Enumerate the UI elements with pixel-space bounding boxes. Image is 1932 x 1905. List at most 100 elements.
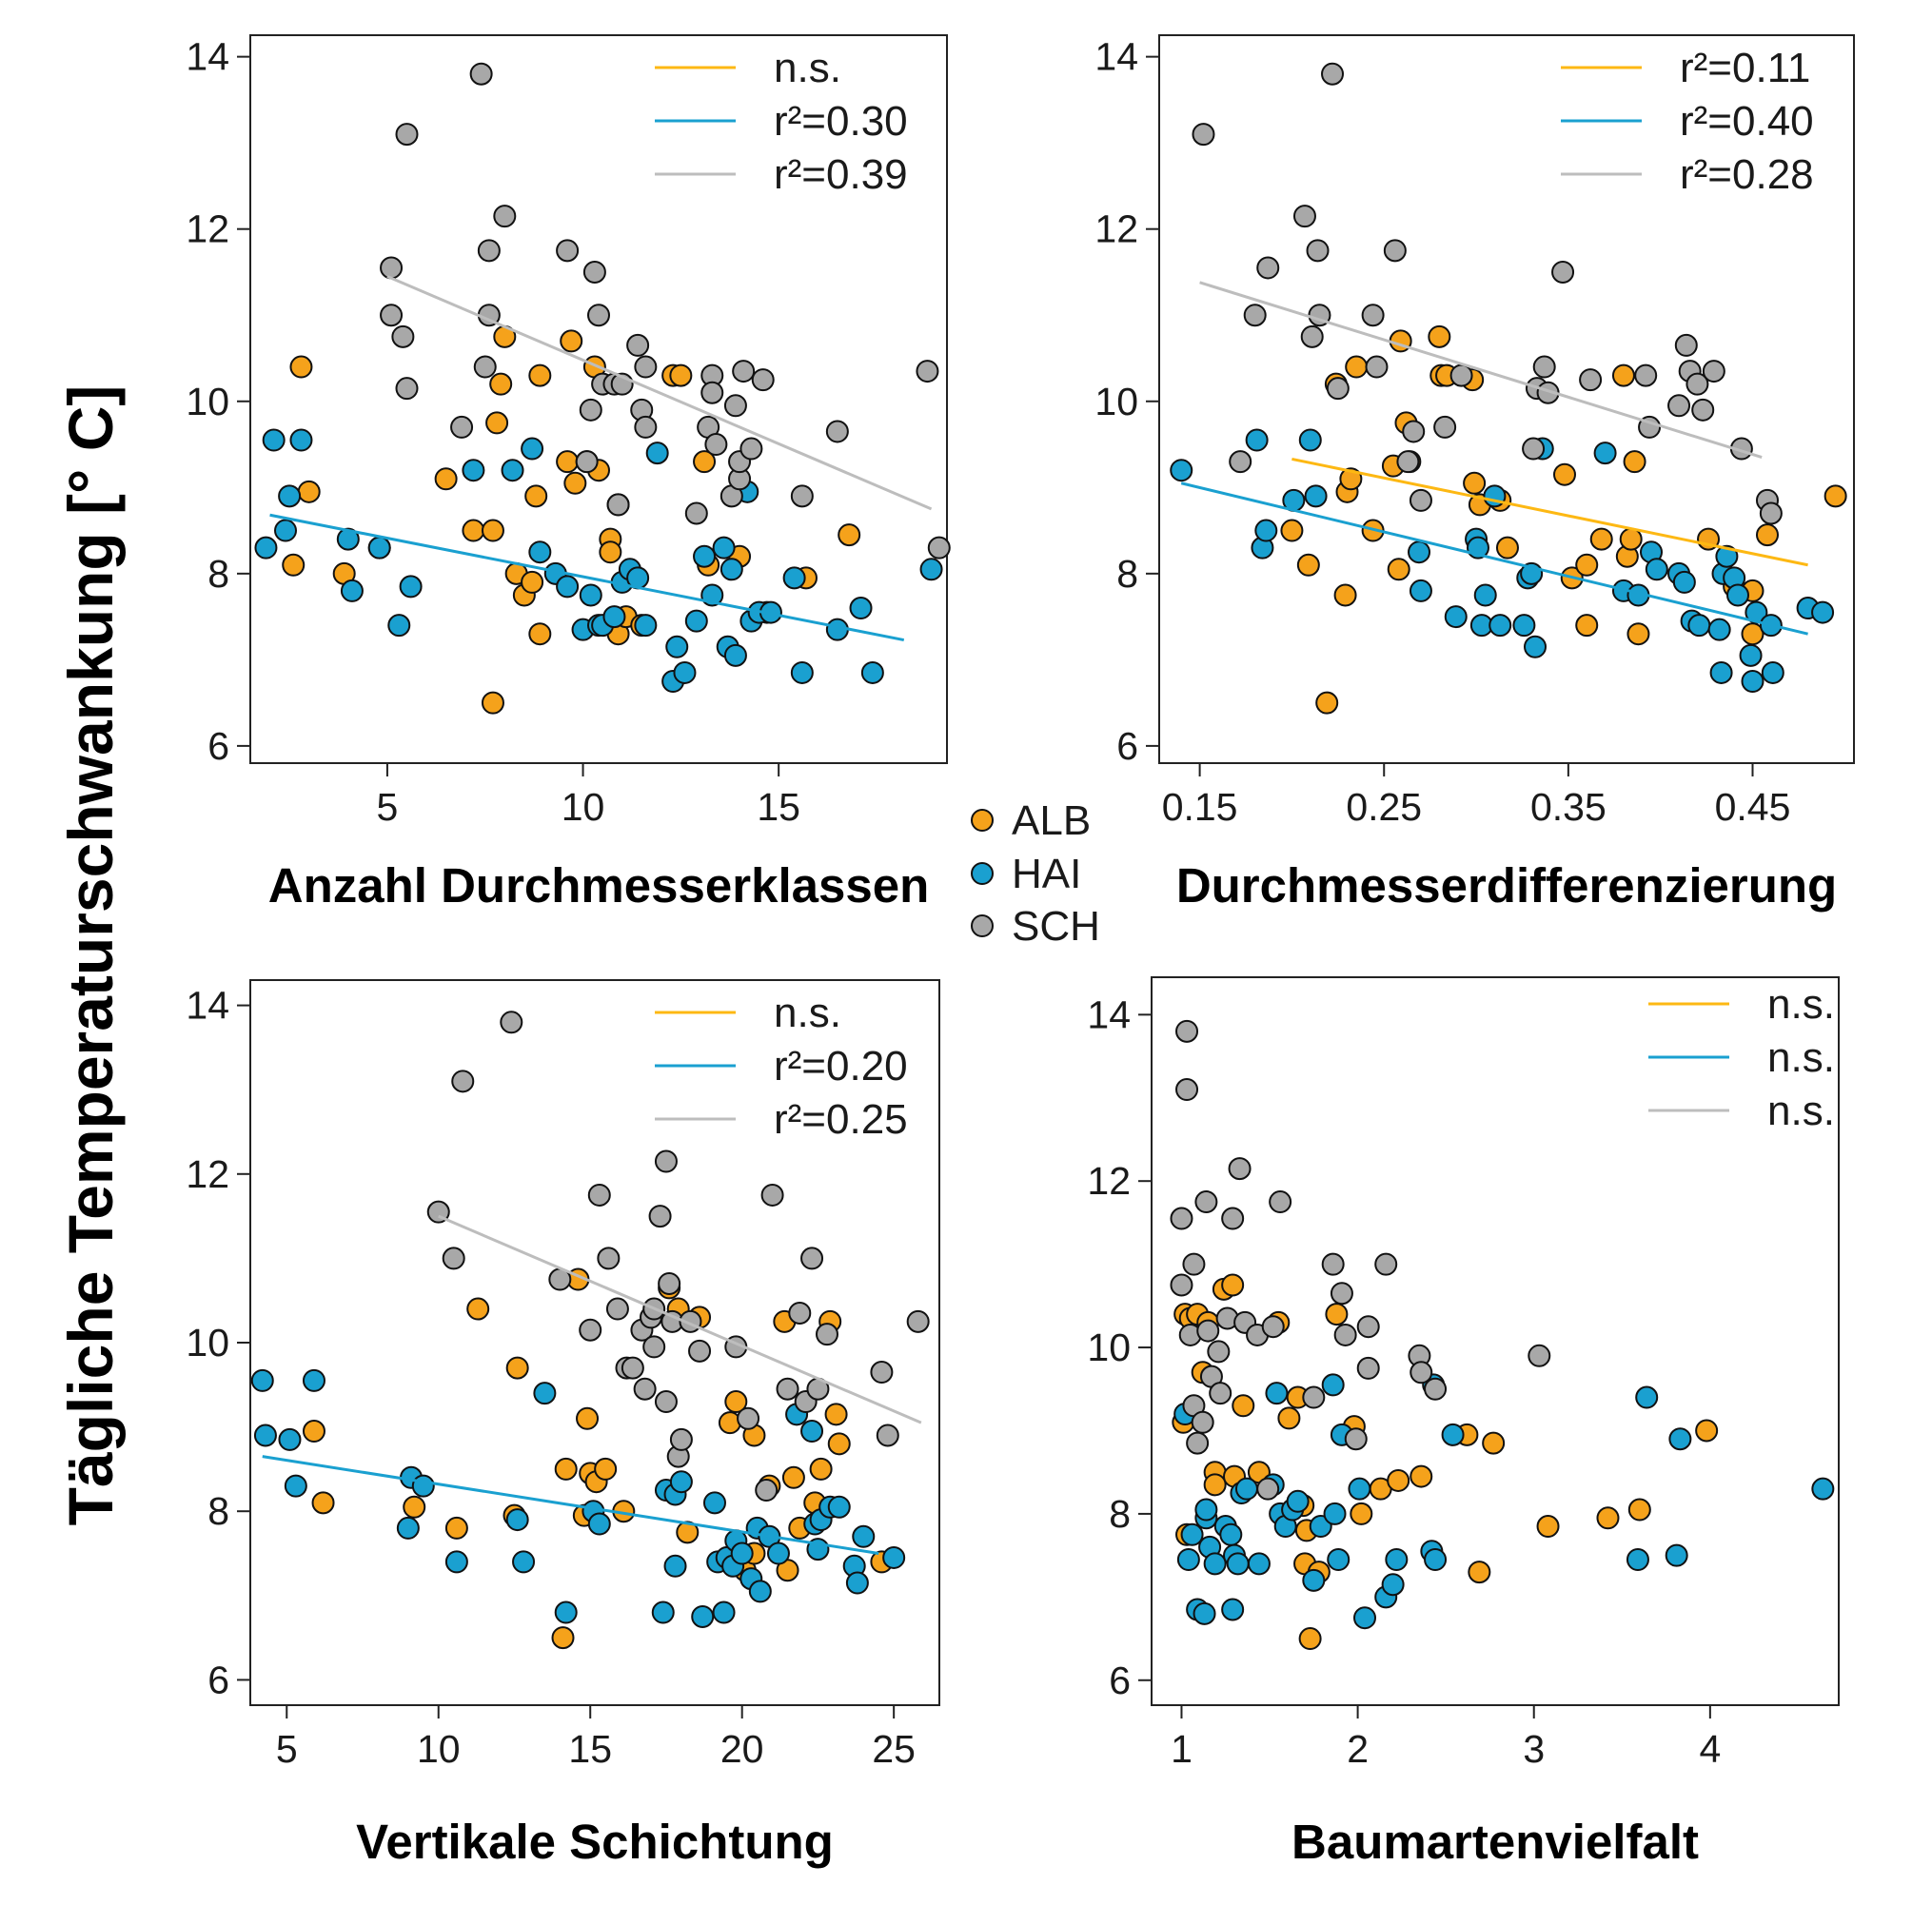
data-point-hai [1424, 1548, 1448, 1571]
x-tick-label: 20 [720, 1727, 764, 1771]
data-point-sch [575, 450, 599, 474]
data-point-alb [524, 484, 548, 508]
data-point-sch [469, 62, 493, 86]
data-point-sch [1691, 398, 1715, 422]
data-point-alb [599, 540, 622, 564]
data-point-alb [1298, 1627, 1322, 1651]
data-point-hai [1645, 558, 1668, 581]
legend-label: r²=0.25 [774, 1096, 908, 1143]
legend-label-hai: HAI [1012, 851, 1081, 897]
y-tick-label: 6 [207, 1658, 229, 1701]
data-point-sch [1186, 1431, 1210, 1455]
data-point-hai [730, 1542, 754, 1565]
data-point-sch [1433, 415, 1457, 439]
data-point-sch [633, 1377, 657, 1401]
data-point-hai [1512, 614, 1536, 638]
data-point-hai [665, 635, 689, 658]
y-tick-label: 14 [186, 984, 229, 1028]
y-tick-label: 8 [1116, 552, 1138, 596]
data-point-alb [1350, 1502, 1373, 1525]
data-point-hai [1226, 1552, 1250, 1576]
data-point-sch [776, 1377, 799, 1401]
data-point-hai [1715, 544, 1739, 568]
chart-panel-vertical-layering: 6 8 10 12 14 5 10 15 20 25 Vertikale Schichtung n.s… [186, 979, 940, 1869]
data-point-sch [587, 1183, 611, 1207]
data-point-alb [1623, 450, 1646, 474]
fit-line-sch [386, 275, 933, 511]
data-point-hai [1635, 1385, 1659, 1409]
data-point-alb [1627, 1498, 1651, 1522]
data-point-hai [1180, 1522, 1204, 1546]
x-tick-label: 25 [872, 1727, 916, 1771]
data-point-sch [1196, 1319, 1220, 1343]
data-point-hai [1203, 1552, 1227, 1576]
data-point-alb [1619, 527, 1643, 551]
data-point-sch [800, 1247, 824, 1270]
data-point-sch [790, 484, 814, 508]
data-point-alb [1277, 1406, 1301, 1430]
legend-marker-sch [971, 914, 994, 937]
data-point-sch [442, 1247, 465, 1270]
data-point-sch [473, 355, 497, 379]
fit-line-alb [1291, 457, 1808, 567]
y-tick-label: 14 [1094, 35, 1138, 79]
data-point-alb [1495, 536, 1519, 560]
data-point-sch [1207, 1340, 1231, 1364]
data-point-alb [563, 471, 587, 495]
data-point-hai [250, 1368, 274, 1392]
data-point-sch [582, 260, 606, 284]
data-point-sch [1356, 1356, 1380, 1380]
data-point-sch [626, 333, 650, 357]
data-point-sch [788, 1301, 812, 1325]
data-point-sch [579, 398, 602, 422]
data-point-sch [1175, 1019, 1199, 1043]
fit-line-hai [262, 1455, 879, 1555]
data-point-hai [1219, 1522, 1243, 1546]
data-point-hai [399, 575, 423, 599]
data-point-sch [1243, 304, 1267, 327]
data-point-sch [825, 420, 849, 443]
data-point-sch [755, 1479, 779, 1502]
data-point-hai [1265, 1382, 1289, 1405]
data-point-sch [760, 1183, 784, 1207]
legend-label-alb: ALB [1012, 797, 1091, 844]
group-legend: ALB HAI SCH [971, 797, 1100, 950]
data-point-hai [852, 1524, 876, 1548]
data-point-hai [1668, 1427, 1692, 1451]
data-point-hai [845, 1571, 869, 1595]
fit-line-hai [269, 513, 905, 642]
data-point-hai [1254, 519, 1278, 542]
data-point-alb [434, 467, 458, 491]
data-point-sch [1261, 1315, 1285, 1339]
data-point-alb [1468, 1561, 1491, 1584]
data-point-sch [1302, 1385, 1326, 1409]
data-point-hai [673, 660, 697, 684]
data-point-sch [1194, 1190, 1218, 1214]
x-tick-label: 15 [568, 1727, 612, 1771]
data-point-sch [1321, 1252, 1345, 1276]
legend-label: n.s. [774, 45, 841, 91]
data-point-hai [1811, 600, 1835, 624]
data-point-hai [579, 583, 602, 607]
data-point-alb [528, 363, 552, 387]
data-point-hai [1524, 635, 1548, 658]
data-point-hai [790, 660, 814, 684]
data-point-hai [1473, 583, 1497, 607]
legend-label: r²=0.11 [1680, 45, 1810, 91]
data-point-alb [1387, 558, 1410, 581]
data-point-hai [302, 1368, 325, 1392]
data-point-hai [1348, 1477, 1371, 1501]
legend-label: r²=0.40 [1680, 98, 1814, 145]
data-point-hai [1488, 614, 1512, 638]
x-axis-label: Vertikale Schichtung [356, 1815, 834, 1869]
data-point-sch [654, 1149, 678, 1173]
data-point-hai [1385, 1548, 1409, 1571]
data-point-hai [1221, 1598, 1245, 1621]
y-tick-label: 10 [186, 1321, 229, 1365]
y-tick-label: 8 [207, 1489, 229, 1533]
y-tick-label: 12 [186, 1152, 229, 1196]
data-point-sch [669, 1427, 693, 1451]
data-point-sch [1667, 394, 1691, 418]
data-point-alb [824, 1403, 848, 1426]
